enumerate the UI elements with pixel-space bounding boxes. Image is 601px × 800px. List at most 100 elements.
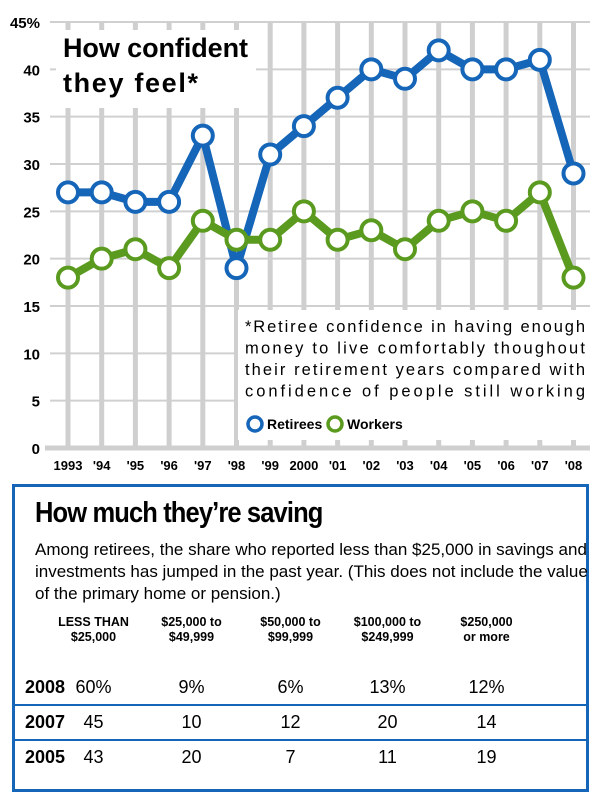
x-tick-label: 1993 bbox=[54, 458, 83, 473]
table-cell: 9% bbox=[178, 677, 205, 697]
y-tick-label: 45% bbox=[10, 15, 40, 32]
column-header-line: LESS THAN bbox=[58, 615, 129, 629]
column-header-line: $250,000 bbox=[460, 615, 513, 629]
table-cell: 20 bbox=[377, 712, 398, 732]
data-point-workers bbox=[393, 237, 417, 262]
data-point-workers bbox=[123, 237, 148, 262]
x-tick-label: '03 bbox=[396, 458, 414, 473]
data-point-workers bbox=[258, 227, 283, 252]
table-cell: 19 bbox=[476, 747, 497, 767]
data-point-retirees bbox=[494, 57, 519, 82]
data-point-workers bbox=[157, 256, 182, 281]
data-point-retirees bbox=[359, 57, 384, 82]
column-header-line: $100,000 to bbox=[353, 615, 422, 629]
table-cell: 13% bbox=[369, 677, 406, 697]
data-point-retirees bbox=[190, 123, 215, 148]
data-point-workers bbox=[359, 218, 384, 243]
x-tick-label: '94 bbox=[93, 458, 111, 473]
footnote-line: confidence of people still working bbox=[245, 383, 585, 401]
column-header-line: $99,999 bbox=[267, 630, 314, 644]
table-cell: 14 bbox=[476, 712, 497, 732]
data-point-retirees bbox=[123, 189, 148, 214]
table-row: 2005 43 20 7 11 19 bbox=[15, 742, 586, 772]
data-point-workers bbox=[325, 227, 350, 252]
data-point-retirees bbox=[460, 57, 485, 82]
y-tick-label: 30 bbox=[23, 157, 40, 174]
confidence-chart: 0 5 10 15 20 25 30 35 40 45% 1993 '94 '95 '96 '97 '98 '9… bbox=[9, 15, 590, 473]
data-point-retirees bbox=[157, 189, 182, 214]
data-point-retirees bbox=[291, 114, 316, 139]
column-header: $100,000 to $249,999 bbox=[335, 615, 440, 645]
chart-title-line1: How confident bbox=[63, 33, 248, 63]
table-row: 2008 60% 9% 6% 13% 12% bbox=[15, 672, 586, 702]
table-cell: 6% bbox=[277, 677, 304, 697]
table-cell: 45 bbox=[83, 712, 104, 732]
table-cell: 12 bbox=[280, 712, 301, 732]
x-tick-label: '96 bbox=[160, 458, 178, 473]
table-cell: 20 bbox=[181, 747, 202, 767]
data-point-retirees bbox=[426, 38, 451, 63]
data-point-workers bbox=[190, 208, 215, 233]
title-background bbox=[56, 30, 256, 108]
column-header-line: $25,000 to bbox=[161, 615, 222, 629]
column-header-line: $49,999 bbox=[168, 630, 215, 644]
series-line-retirees bbox=[68, 46, 578, 273]
legend-label-retirees: Retirees bbox=[267, 416, 322, 432]
x-tick-label: '01 bbox=[329, 458, 347, 473]
table-cell: 60% bbox=[75, 677, 112, 697]
y-tick-label: 40 bbox=[23, 62, 40, 79]
column-header: $25,000 to $49,999 bbox=[139, 615, 244, 645]
legend-label-workers: Workers bbox=[347, 416, 403, 432]
column-header-line: $25,000 bbox=[70, 630, 117, 644]
series-line-workers bbox=[66, 188, 578, 282]
data-point-retirees bbox=[527, 47, 552, 72]
savings-panel: How much they’re saving Among retirees, … bbox=[12, 484, 589, 792]
data-point-workers bbox=[426, 208, 451, 233]
table-cell: 11 bbox=[378, 747, 397, 767]
table-cell: 43 bbox=[83, 747, 104, 767]
y-tick-label: 20 bbox=[23, 252, 40, 269]
row-divider bbox=[15, 739, 586, 741]
column-header: $250,000 or more bbox=[434, 615, 539, 645]
data-point-retirees bbox=[325, 85, 350, 110]
data-point-workers bbox=[561, 265, 586, 290]
data-point-retirees bbox=[224, 256, 249, 281]
y-tick-label: 0 bbox=[32, 441, 40, 458]
legend-marker-workers bbox=[326, 415, 344, 433]
column-header-line: $50,000 to bbox=[260, 615, 321, 629]
x-tick-label: '05 bbox=[464, 458, 482, 473]
data-point-retirees bbox=[56, 180, 80, 205]
row-year: 2008 bbox=[25, 677, 66, 697]
x-tick-label: '98 bbox=[228, 458, 246, 473]
x-tick-label: '04 bbox=[430, 458, 448, 473]
data-point-retirees bbox=[393, 66, 417, 91]
y-tick-label: 25 bbox=[23, 204, 40, 221]
data-point-retirees bbox=[258, 142, 283, 167]
footnote-line: their retirement years compared with bbox=[245, 361, 585, 379]
x-tick-label: '95 bbox=[127, 458, 145, 473]
y-tick-label: 10 bbox=[23, 346, 40, 363]
table-cell: 7 bbox=[285, 747, 296, 767]
column-header: $50,000 to $99,999 bbox=[238, 615, 343, 645]
x-tick-label: '06 bbox=[497, 458, 515, 473]
data-point-workers bbox=[56, 265, 80, 290]
data-point-workers bbox=[291, 199, 316, 224]
footnote-line: money to live comfortably thoughout bbox=[245, 340, 585, 358]
data-point-workers bbox=[527, 180, 552, 205]
data-point-retirees bbox=[89, 180, 114, 205]
data-point-workers bbox=[224, 227, 249, 252]
y-tick-label: 15 bbox=[23, 299, 40, 316]
table-row: 2007 45 10 12 20 14 bbox=[15, 707, 586, 737]
data-point-workers bbox=[460, 199, 485, 224]
column-header-line: or more bbox=[463, 630, 510, 644]
x-tick-label: '08 bbox=[565, 458, 583, 473]
column-header-line: $249,999 bbox=[361, 630, 414, 644]
row-divider bbox=[15, 704, 586, 706]
data-point-workers bbox=[494, 208, 519, 233]
savings-description: Among retirees, the share who reported l… bbox=[35, 540, 588, 603]
table-cell: 12% bbox=[468, 677, 505, 697]
x-tick-label: '07 bbox=[531, 458, 549, 473]
footnote-line: *Retiree confidence in having enough bbox=[245, 318, 585, 336]
x-tick-label: '99 bbox=[261, 458, 279, 473]
data-point-workers bbox=[89, 246, 114, 271]
